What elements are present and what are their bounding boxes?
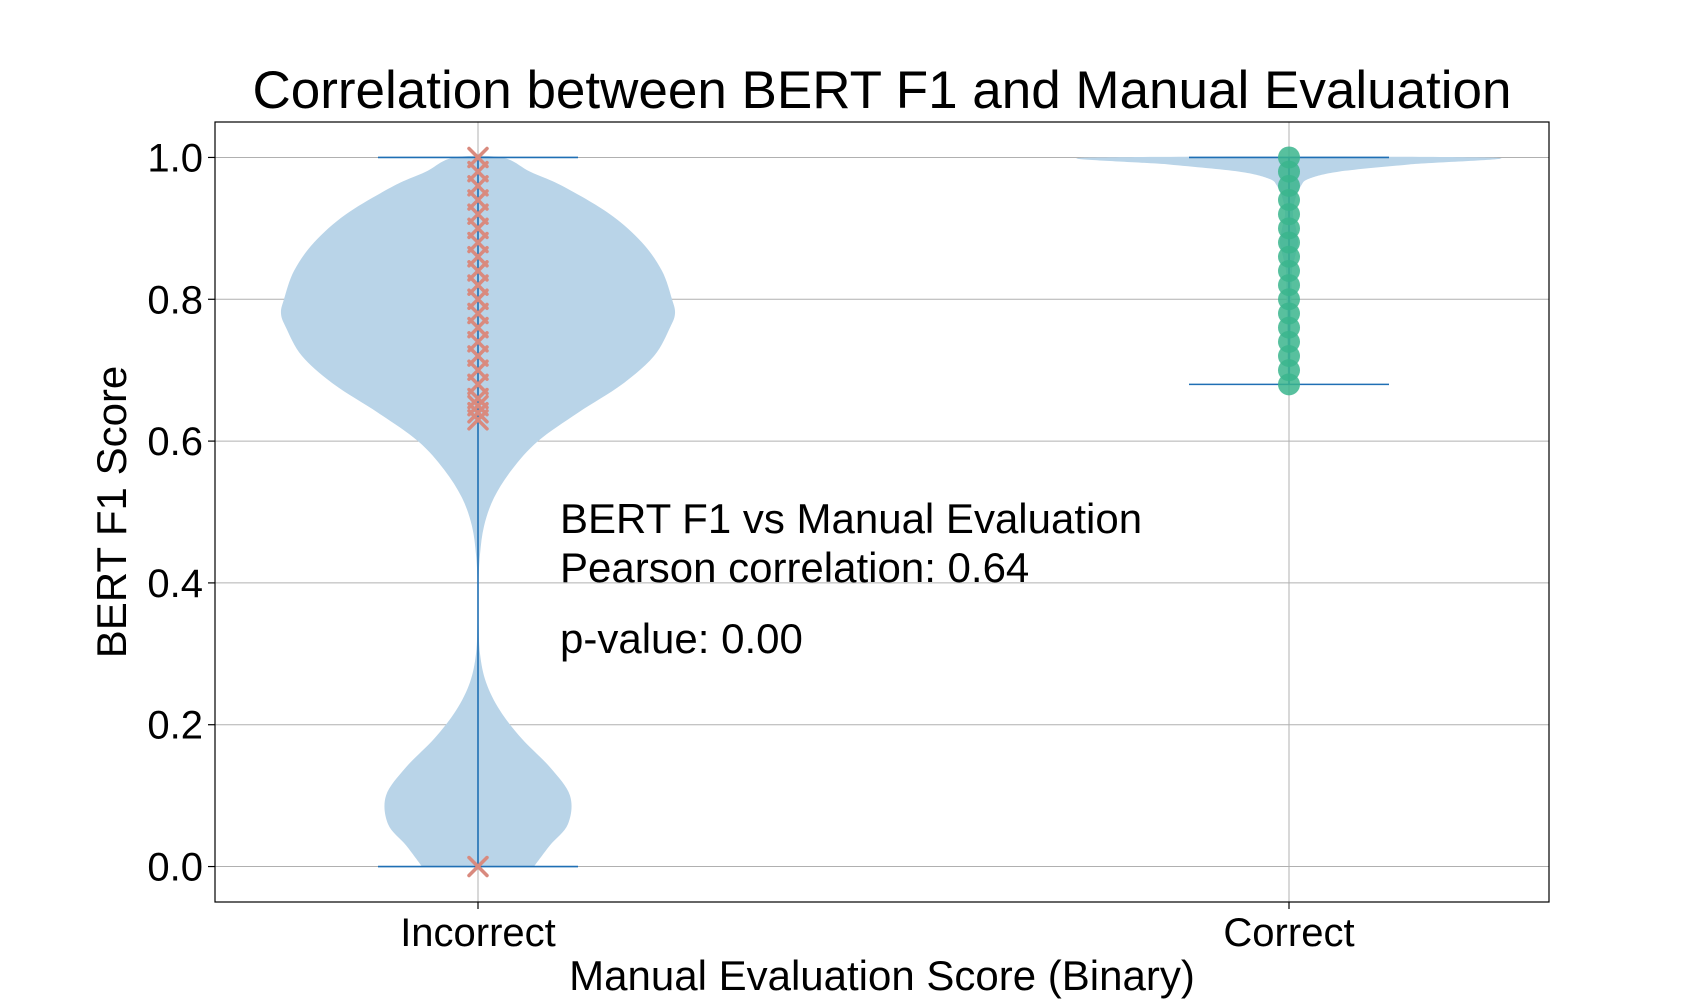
y-axis-label: BERT F1 Score: [88, 366, 135, 659]
x-marker-point: [467, 146, 489, 169]
annotation-pearson: Pearson correlation: 0.64: [560, 544, 1029, 591]
y-tick-label: 0.6: [147, 420, 203, 464]
data-points: [467, 146, 1300, 878]
circle-marker-point: [1278, 146, 1300, 169]
y-tick-label: 0.8: [147, 278, 203, 322]
annotation-title: BERT F1 vs Manual Evaluation: [560, 495, 1142, 542]
x-marker-point: [467, 855, 489, 878]
y-tick-label: 0.0: [147, 846, 203, 890]
chart-title: Correlation between BERT F1 and Manual E…: [252, 61, 1511, 120]
annotation-pvalue: p-value: 0.00: [560, 615, 803, 662]
x-axis-label: Manual Evaluation Score (Binary): [569, 952, 1195, 999]
y-tick-label: 0.2: [147, 704, 203, 748]
x-tick-label: Correct: [1223, 911, 1354, 955]
plot-frame: [214, 121, 1550, 903]
y-tick-label: 0.4: [147, 562, 203, 606]
y-axis-ticks: 0.0 0.2 0.4 0.6 0.8 1.0: [147, 136, 215, 890]
x-tick-label: Incorrect: [400, 911, 556, 955]
y-tick-label: 1.0: [147, 136, 203, 180]
x-axis-ticks: Incorrect Correct: [400, 902, 1355, 955]
x-marker-point: [467, 394, 489, 417]
